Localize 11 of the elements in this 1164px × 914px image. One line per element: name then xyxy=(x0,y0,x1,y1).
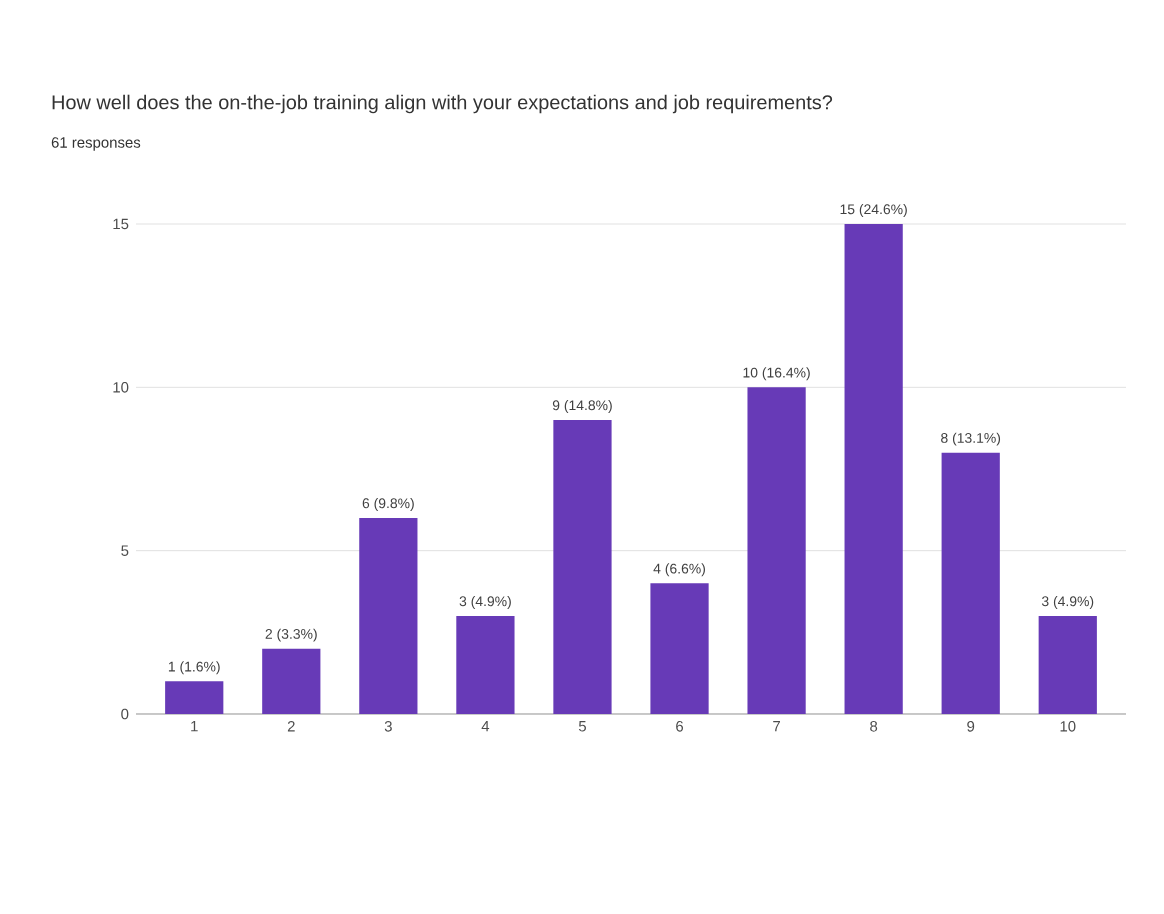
bar xyxy=(844,223,903,714)
bar xyxy=(262,648,321,714)
bar xyxy=(650,583,709,714)
bar xyxy=(941,452,1000,714)
bar xyxy=(359,518,418,714)
bar xyxy=(747,387,806,714)
bar xyxy=(1038,616,1097,714)
bar xyxy=(553,419,612,714)
bar xyxy=(165,681,224,714)
bar xyxy=(456,616,515,714)
chart-title: How well does the on-the-job training align with your expectations and job requirements? xyxy=(52,94,833,114)
